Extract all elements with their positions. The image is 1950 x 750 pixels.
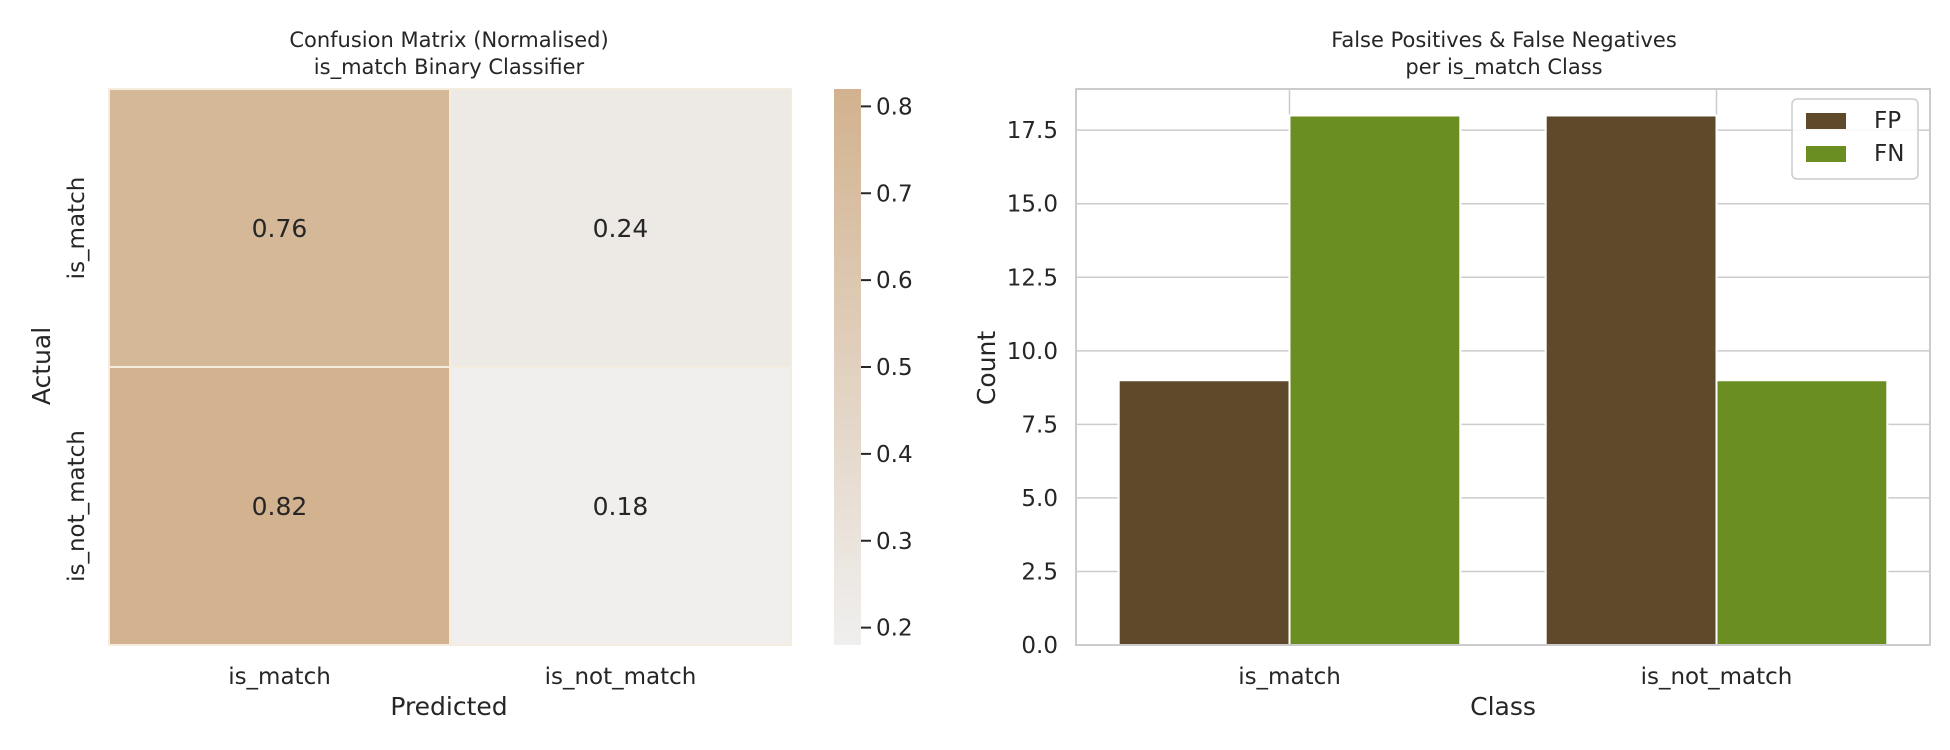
bar-x-tick-label: is_not_match [1641, 664, 1793, 690]
heatmap-y-tick-label: is_match [64, 177, 90, 280]
fp-fn-bar-panel: False Positives & False Negatives per is… [972, 28, 1931, 721]
bar-y-axis-label: Count [972, 331, 1001, 405]
legend-swatch [1806, 146, 1846, 162]
heatmap-title: Confusion Matrix (Normalised) [289, 28, 608, 52]
confusion-matrix-panel: Confusion Matrix (Normalised) is_match B… [27, 28, 913, 721]
heatmap-cell [449, 88, 792, 368]
bar-chart-title: False Positives & False Negatives [1331, 28, 1677, 52]
bar-fp-is-not-match [1544, 114, 1718, 646]
heatmap-cell [108, 366, 451, 646]
heatmap-cell-label: 0.76 [252, 214, 308, 243]
bar-fn-is-not-match [1715, 379, 1889, 646]
bar-y-tick-label: 15.0 [1007, 192, 1058, 218]
heatmap-cell-label: 0.82 [252, 492, 308, 521]
bar-x-axis-label: Class [1470, 692, 1536, 721]
bar-fp-is-match [1117, 379, 1291, 646]
heatmap-x-axis-label: Predicted [390, 692, 507, 721]
heatmap-cell [449, 366, 792, 646]
heatmap-x-tick-label: is_not_match [545, 664, 697, 690]
heatmap-x-tick-label: is_match [228, 664, 331, 690]
colorbar-tick-label: 0.6 [876, 268, 913, 294]
colorbar-tick-label: 0.7 [876, 181, 913, 207]
bar-y-tick-label: 10.0 [1007, 339, 1058, 365]
colorbar-gradient [834, 89, 861, 645]
bar-y-tick-label: 7.5 [1021, 412, 1058, 438]
heatmap-cell-label: 0.24 [593, 214, 649, 243]
bar-y-tick-label: 17.5 [1007, 118, 1058, 144]
colorbar-tick-label: 0.8 [876, 94, 913, 120]
colorbar-tick-label: 0.5 [876, 355, 913, 381]
heatmap-cell-label: 0.18 [593, 492, 649, 521]
bar-y-tick-label: 0.0 [1021, 633, 1058, 659]
heatmap-cell [108, 88, 451, 368]
colorbar-tick-label: 0.4 [876, 442, 913, 468]
bar-y-tick-label: 5.0 [1021, 486, 1058, 512]
heatmap-subtitle: is_match Binary Classifier [314, 55, 585, 80]
colorbar-tick-label: 0.2 [876, 616, 913, 642]
bar-y-tick-label: 2.5 [1021, 559, 1058, 585]
colorbar-tick-label: 0.3 [876, 529, 913, 555]
legend-swatch [1806, 113, 1846, 129]
legend-label: FN [1874, 141, 1904, 167]
colorbar: 0.2 0.3 0.4 0.5 0.6 0.7 0.8 [834, 89, 913, 645]
heatmap-y-axis-label: Actual [27, 327, 56, 405]
bar-x-tick-label: is_match [1238, 664, 1341, 690]
bar-fn-is-match [1288, 114, 1462, 646]
legend: FP FN [1791, 98, 1919, 180]
legend-label: FP [1874, 108, 1901, 134]
bar-plot-frame [1075, 88, 1931, 646]
bar-y-tick-label: 12.5 [1007, 265, 1058, 291]
heatmap-y-tick-label: is_not_match [64, 430, 90, 582]
bar-chart-subtitle: per is_match Class [1405, 55, 1602, 80]
